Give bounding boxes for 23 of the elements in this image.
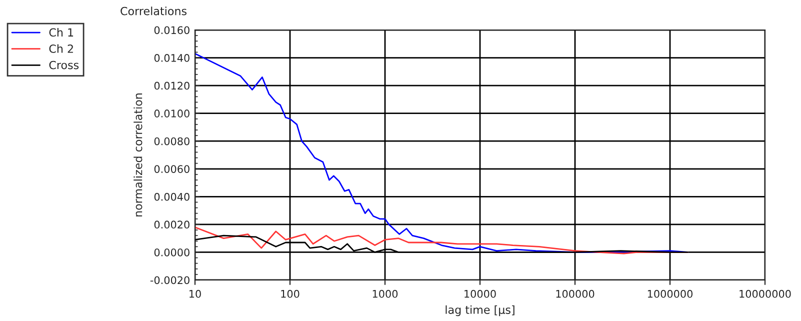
y-tick-label: 0.0080	[154, 137, 190, 146]
legend-label: Cross	[49, 60, 79, 70]
y-tick-label: 0.0020	[154, 220, 190, 229]
x-tick-label: 1000	[372, 290, 398, 298]
y-tick-label: 0.0120	[154, 82, 190, 90]
x-tick-label: 10000000	[740, 290, 791, 298]
chart-title: Correlations	[120, 6, 187, 16]
legend-label: Ch 2	[49, 44, 73, 53]
y-tick-label: 0.0140	[154, 54, 190, 62]
y-axis-title: normalized correlation	[134, 94, 142, 216]
x-tick-label: 100000	[556, 290, 594, 298]
x-tick-label: 10000	[464, 290, 496, 298]
y-tick-label: 0.0160	[154, 26, 190, 34]
y-tick-label: 0.0100	[154, 110, 190, 118]
legend-label: Ch 1	[49, 28, 74, 37]
x-tick-label: 100	[281, 290, 300, 298]
y-tick-label: 0.0060	[154, 165, 190, 173]
y-tick-label: -0.0020	[150, 276, 190, 284]
y-tick-label: 0.0000	[154, 248, 190, 256]
y-tick-label: 0.0040	[154, 192, 190, 201]
x-tick-label: 10	[190, 290, 201, 298]
x-tick-label: 1000000	[648, 290, 693, 298]
x-axis-title: lag time [µs]	[446, 305, 514, 316]
